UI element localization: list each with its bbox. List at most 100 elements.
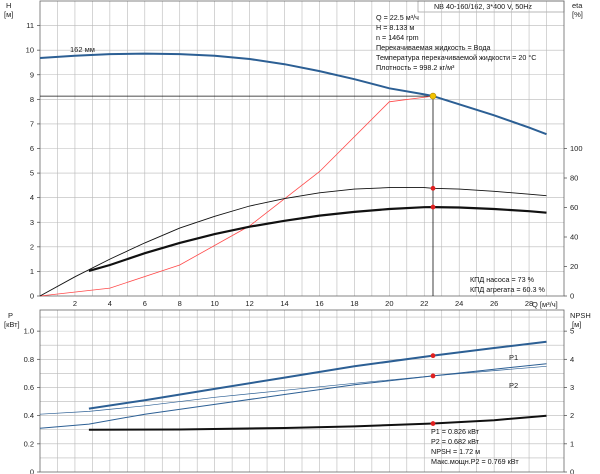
tick-label-power: 0 <box>30 468 34 474</box>
info-line-head: H = 8.133 м <box>376 23 414 32</box>
eta-axis-unit: [%] <box>572 10 583 19</box>
tick-label-power: 1.0 <box>24 327 34 336</box>
tick-label-flow: 10 <box>210 299 218 308</box>
operating-point-marker <box>429 92 437 100</box>
tick-label-power: 0.4 <box>24 411 34 420</box>
npsh-axis-unit: [м] <box>572 320 581 329</box>
tick-label-head: 10 <box>26 46 34 55</box>
bottom-right-axis-ticks: 0 1 2 3 4 5 <box>564 327 574 474</box>
tick-label-npsh: 5 <box>570 327 574 336</box>
tick-label-eta: 0 <box>570 292 574 301</box>
unit-efficiency-text: КПД агрегата = 60.3 % <box>470 285 546 294</box>
npsh-curve <box>88 414 547 431</box>
tick-label-flow: 2 <box>73 299 77 308</box>
tick-label-flow: 14 <box>280 299 288 308</box>
info-line-density: Плотность = 998.2 кг/м³ <box>376 63 455 72</box>
tick-label-head: 0 <box>30 292 34 301</box>
tick-label-npsh: 1 <box>570 439 574 448</box>
info-line-npsh: NPSH = 1.72 м <box>431 447 480 456</box>
bottom-left-axis-ticks: 0 0.2 0.4 0.6 0.8 1.0 <box>24 327 40 474</box>
info-line-speed: n = 1464 rpm <box>376 33 419 42</box>
bottom-chart-frame <box>39 309 565 473</box>
info-line-p1: P1 = 0.826 кВт <box>431 427 480 436</box>
p1-marker <box>430 353 436 359</box>
top-chart-grid <box>40 1 564 296</box>
npsh-marker <box>430 421 436 426</box>
series-label-p2: P2 <box>509 381 518 390</box>
tick-label-eta: 60 <box>570 203 578 212</box>
tick-label-power: 0.2 <box>24 439 34 448</box>
tick-label-npsh: 3 <box>570 383 574 392</box>
tick-label-flow: 8 <box>178 299 182 308</box>
bottom-chart-grid <box>40 310 564 472</box>
pump-model-label: NB 40-160/162, 3*400 V, 50Hz <box>434 2 532 11</box>
tick-label-flow: 24 <box>455 299 463 308</box>
tick-label-head: 8 <box>30 95 34 104</box>
tick-label-eta: 20 <box>570 262 578 271</box>
efficiency-info-box: КПД насоса = 73 % КПД агрегата = 60.3 % <box>470 275 546 294</box>
info-line-liquid: Перекачиваемая жидкость = Вода <box>376 43 491 52</box>
unit-efficiency-marker <box>430 204 436 210</box>
power-p1-curve <box>88 340 547 410</box>
p2-marker <box>430 373 436 379</box>
tick-label-eta: 100 <box>570 144 583 153</box>
top-left-axis-ticks: 0 1 2 3 4 5 6 7 8 9 10 11 <box>26 21 40 301</box>
tick-label-head: 2 <box>30 242 34 251</box>
bottom-chart-series <box>39 340 547 431</box>
head-axis-name: H <box>6 1 11 10</box>
tick-label-flow: 4 <box>108 299 112 308</box>
series-label-p1: P1 <box>509 353 518 362</box>
top-right-axis-ticks: 0 20 40 60 80 100 <box>564 144 583 301</box>
unit-efficiency-curve <box>88 205 547 272</box>
tick-label-npsh: 4 <box>570 355 574 364</box>
head-curve <box>39 52 547 136</box>
tick-label-flow: 28 <box>525 299 533 308</box>
pump-efficiency-marker <box>430 185 436 191</box>
top-info-box: Q = 22.5 м³/ч H = 8.133 м n = 1464 rpm П… <box>376 13 536 72</box>
eta-axis-name: eta <box>572 1 583 10</box>
tick-label-head: 5 <box>30 169 34 178</box>
tick-label-head: 7 <box>30 119 34 128</box>
info-line-max-power: Макс.мощн.P2 = 0.769 кВт <box>431 457 519 466</box>
tick-label-power: 0.8 <box>24 355 34 364</box>
head-axis-unit: [м] <box>4 10 13 19</box>
tick-label-npsh: 0 <box>570 468 574 474</box>
tick-label-head: 4 <box>30 193 34 202</box>
power-axis-unit: [кВт] <box>4 320 20 329</box>
tick-label-flow: 16 <box>315 299 323 308</box>
tick-label-flow: 20 <box>385 299 393 308</box>
info-line-flow: Q = 22.5 м³/ч <box>376 13 419 22</box>
tick-label-head: 1 <box>30 267 34 276</box>
bottom-info-box: P1 = 0.826 кВт P2 = 0.682 кВт NPSH = 1.7… <box>431 427 519 466</box>
pump-efficiency-curve <box>39 187 547 297</box>
npsh-axis-name: NPSH <box>570 311 591 320</box>
tick-label-npsh: 2 <box>570 411 574 420</box>
top-x-axis-ticks: 2 4 6 8 10 12 14 16 18 20 22 24 26 28 <box>73 299 533 308</box>
operating-point-guide <box>40 95 434 296</box>
power-p1-thin-curve <box>39 365 547 415</box>
head-curve-label: 162 мм <box>70 45 95 54</box>
system-curve <box>39 95 434 297</box>
tick-label-flow: 6 <box>143 299 147 308</box>
tick-label-head: 3 <box>30 218 34 227</box>
tick-label-power: 0.6 <box>24 383 34 392</box>
tick-label-flow: 18 <box>350 299 358 308</box>
tick-label-flow: 22 <box>420 299 428 308</box>
pump-efficiency-text: КПД насоса = 73 % <box>470 275 535 284</box>
flow-axis-label: Q [м³/ч] <box>532 300 558 309</box>
power-p2-curve <box>39 363 547 429</box>
tick-label-head: 9 <box>30 70 34 79</box>
tick-label-flow: 26 <box>490 299 498 308</box>
info-line-temperature: Температура перекачиваемой жидкости = 20… <box>376 53 536 62</box>
tick-label-head: 6 <box>30 144 34 153</box>
power-axis-name: P <box>8 311 13 320</box>
tick-label-flow: 12 <box>245 299 253 308</box>
info-line-p2: P2 = 0.682 кВт <box>431 437 480 446</box>
tick-label-head: 11 <box>26 21 34 30</box>
tick-label-eta: 40 <box>570 233 578 242</box>
tick-label-eta: 80 <box>570 174 578 183</box>
top-chart-series <box>39 52 547 297</box>
